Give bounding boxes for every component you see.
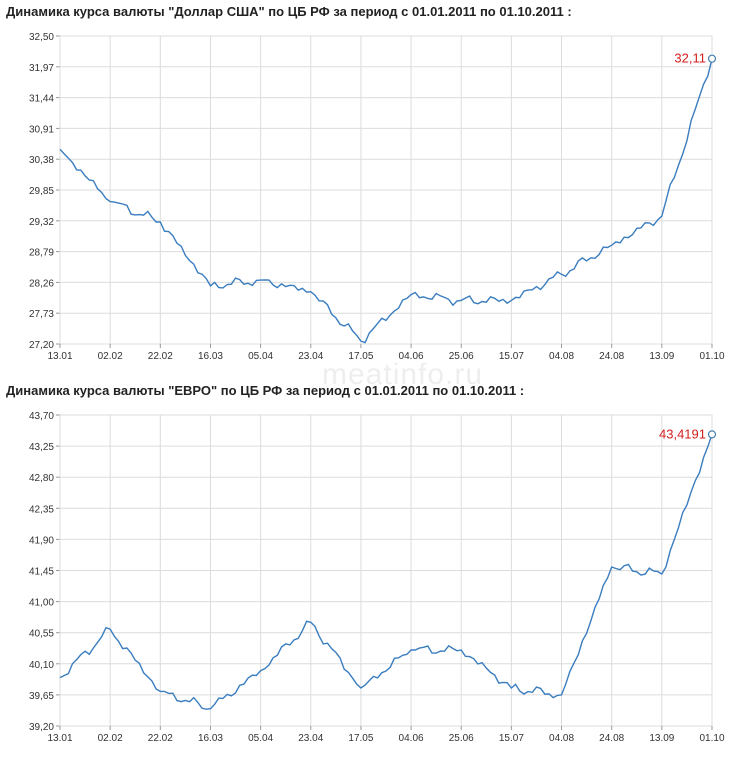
usd-y-tick-label: 27,20 bbox=[29, 340, 54, 351]
usd-y-tick-label: 29,32 bbox=[29, 217, 54, 228]
usd-x-tick-label: 15.07 bbox=[499, 351, 524, 362]
eur-y-tick-label: 41,00 bbox=[29, 598, 54, 609]
eur-last-value-label: 43,4191 bbox=[659, 426, 706, 441]
eur-y-tick-label: 42,35 bbox=[29, 504, 54, 515]
eur-chart: 43,70 43,25 42,80 42,35 41,90 41,45 41,00 40,55… bbox=[29, 411, 725, 744]
usd-chart-title: Динамика курса валюты "Доллар США" по ЦБ… bbox=[6, 4, 572, 19]
watermark: meatinfo.ru bbox=[322, 358, 484, 391]
eur-y-tick-label: 41,90 bbox=[29, 535, 54, 546]
usd-x-tick-label: 13.01 bbox=[47, 351, 72, 362]
usd-x-tick-label: 16.03 bbox=[198, 351, 223, 362]
eur-x-tick-label: 22.02 bbox=[148, 733, 173, 744]
eur-series-line bbox=[59, 434, 713, 710]
usd-x-tick-label: 23.04 bbox=[298, 351, 323, 362]
usd-x-tick-label: 25.06 bbox=[449, 351, 474, 362]
eur-x-tick-label: 13.09 bbox=[649, 733, 674, 744]
eur-y-tick-label: 40,10 bbox=[29, 660, 54, 671]
usd-x-tick-label: 01.10 bbox=[699, 351, 724, 362]
eur-x-tick-label: 01.10 bbox=[699, 733, 724, 744]
usd-y-tick-label: 31,44 bbox=[29, 94, 54, 105]
usd-x-tick-label: 22.02 bbox=[148, 351, 173, 362]
eur-x-tick-label: 25.06 bbox=[449, 733, 474, 744]
eur-x-tick-label: 13.01 bbox=[47, 733, 72, 744]
usd-last-point-marker bbox=[707, 54, 717, 63]
usd-y-tick-label: 29,85 bbox=[29, 186, 54, 197]
eur-y-tick-label: 39,20 bbox=[29, 722, 54, 733]
eur-chart-title: Динамика курса валюты "ЕВРО" по ЦБ РФ за… bbox=[6, 383, 525, 398]
eur-y-tick-label: 43,25 bbox=[29, 442, 54, 453]
eur-x-tick-label: 15.07 bbox=[499, 733, 524, 744]
usd-series-line bbox=[59, 58, 713, 344]
usd-last-value-label: 32,11 bbox=[674, 51, 706, 66]
eur-last-point-marker bbox=[707, 430, 717, 439]
usd-y-tick-label: 30,38 bbox=[29, 155, 54, 166]
usd-y-tick-label: 28,26 bbox=[29, 278, 54, 289]
eur-x-tick-label: 23.04 bbox=[298, 733, 323, 744]
usd-y-tick-label: 31,97 bbox=[29, 63, 54, 74]
eur-x-tick-label: 24.08 bbox=[599, 733, 624, 744]
usd-x-tick-label: 13.09 bbox=[649, 351, 674, 362]
eur-y-tick-label: 39,65 bbox=[29, 691, 54, 702]
eur-y-tick-label: 43,70 bbox=[29, 411, 54, 422]
eur-x-tick-label: 02.02 bbox=[98, 733, 123, 744]
usd-y-tick-label: 28,79 bbox=[29, 248, 54, 259]
usd-x-tick-label: 04.06 bbox=[399, 351, 424, 362]
eur-x-tick-label: 17.05 bbox=[348, 733, 373, 744]
usd-x-tick-label: 05.04 bbox=[248, 351, 273, 362]
usd-chart: 32,50 31,97 31,44 30,91 30,38 29,85 29,32 28,79… bbox=[29, 32, 725, 362]
eur-x-tick-label: 04.06 bbox=[399, 733, 424, 744]
usd-y-tick-label: 32,50 bbox=[29, 32, 54, 43]
eur-y-tick-label: 41,45 bbox=[29, 567, 54, 578]
usd-y-tick-label: 27,73 bbox=[29, 309, 54, 320]
eur-x-tick-label: 05.04 bbox=[248, 733, 273, 744]
eur-y-tick-label: 40,55 bbox=[29, 629, 54, 640]
usd-y-tick-label: 30,91 bbox=[29, 124, 54, 135]
eur-y-tick-label: 42,80 bbox=[29, 473, 54, 484]
usd-x-tick-label: 04.08 bbox=[549, 351, 574, 362]
eur-x-tick-label: 04.08 bbox=[549, 733, 574, 744]
usd-x-tick-label: 02.02 bbox=[98, 351, 123, 362]
usd-x-tick-label: 24.08 bbox=[599, 351, 624, 362]
usd-x-tick-label: 17.05 bbox=[348, 351, 373, 362]
eur-x-tick-label: 16.03 bbox=[198, 733, 223, 744]
